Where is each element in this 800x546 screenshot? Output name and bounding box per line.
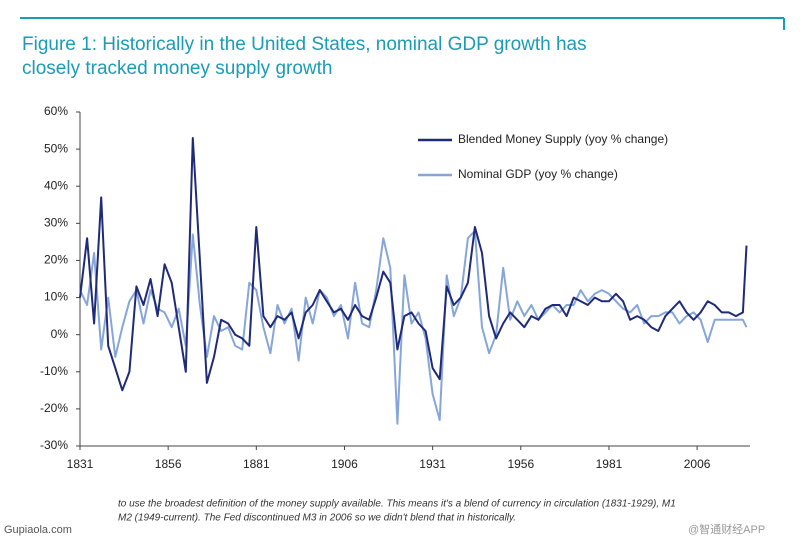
series-line	[79, 229, 748, 425]
x-tick-label: 2006	[684, 457, 711, 471]
x-tick-label: 1906	[331, 457, 358, 471]
y-tick-label: 60%	[44, 104, 68, 118]
y-tick-label: 40%	[44, 178, 68, 192]
legend-label: Nominal GDP (yoy % change)	[458, 167, 618, 181]
x-tick-label: 1831	[67, 457, 94, 471]
x-tick-label: 1956	[507, 457, 534, 471]
watermark: @智通财经APP	[688, 522, 765, 536]
x-tick-label: 1881	[243, 457, 270, 471]
x-tick-label: 1931	[419, 457, 446, 471]
y-tick-label: 10%	[44, 290, 68, 304]
y-tick-label: -20%	[40, 401, 68, 415]
footnote: M2 (1949-current). The Fed discontinued …	[118, 513, 516, 524]
y-tick-label: -30%	[40, 438, 68, 452]
y-tick-label: 20%	[44, 253, 68, 267]
series-line	[79, 137, 748, 392]
watermark: Gupiaola.com	[4, 524, 72, 536]
footnote: to use the broadest definition of the mo…	[118, 499, 676, 510]
chart-title: Figure 1: Historically in the United Sta…	[22, 34, 587, 79]
x-tick-label: 1981	[596, 457, 623, 471]
y-tick-label: 0%	[51, 327, 69, 341]
y-tick-label: -10%	[40, 364, 68, 378]
legend-label: Blended Money Supply (yoy % change)	[458, 132, 668, 146]
x-tick-label: 1856	[155, 457, 182, 471]
y-tick-label: 30%	[44, 216, 68, 230]
y-tick-label: 50%	[44, 141, 68, 155]
